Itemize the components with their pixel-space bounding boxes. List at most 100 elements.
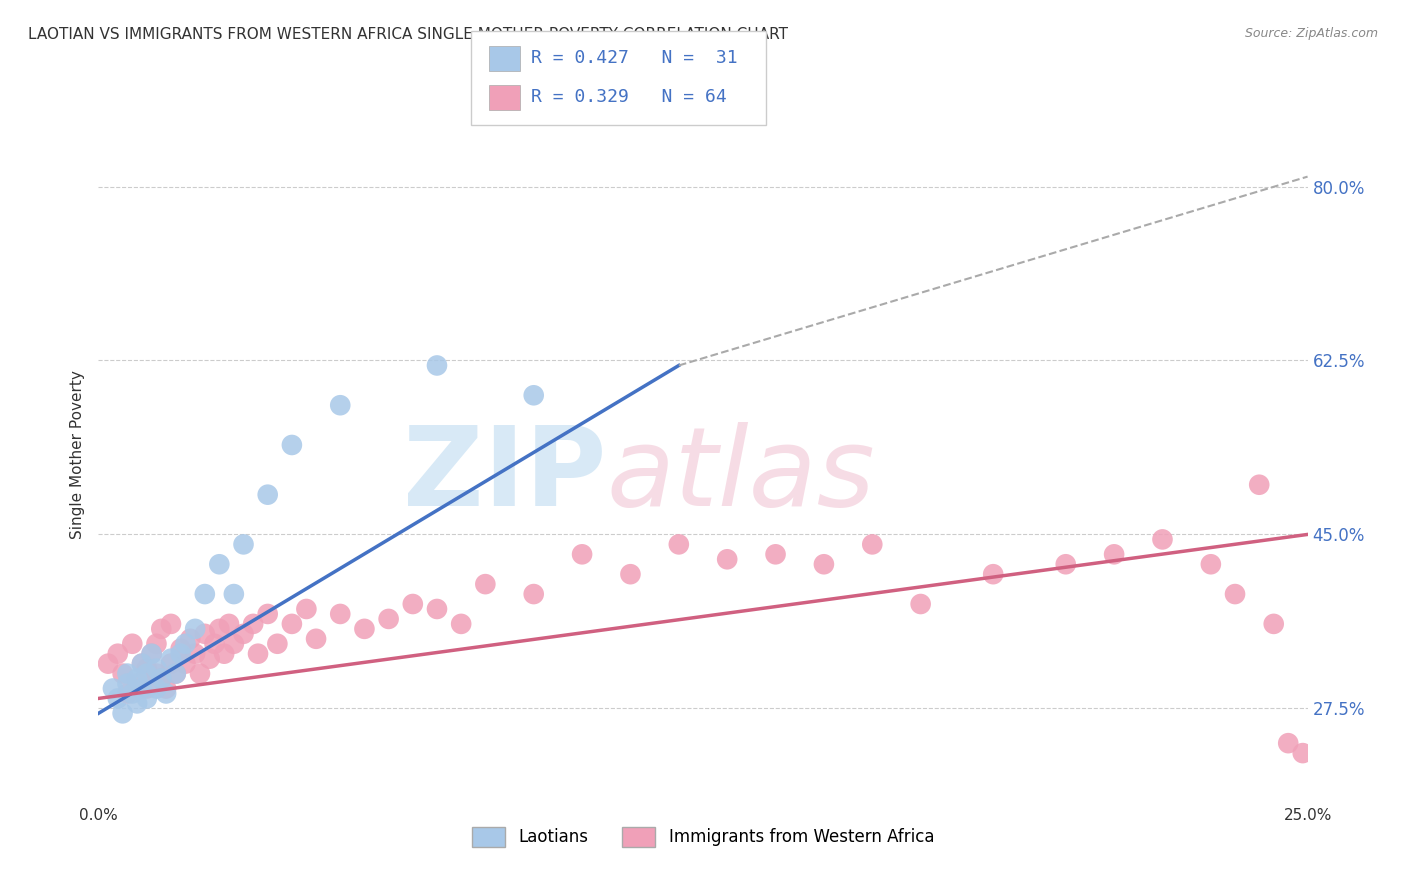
Point xyxy=(145,662,167,676)
Point xyxy=(218,616,240,631)
Point xyxy=(1199,558,1222,572)
Point xyxy=(1223,587,1246,601)
Point xyxy=(131,657,153,671)
Point xyxy=(150,622,173,636)
Point xyxy=(474,577,496,591)
Point xyxy=(107,691,129,706)
Point xyxy=(281,616,304,631)
Point xyxy=(160,616,183,631)
Point xyxy=(765,547,787,561)
Point xyxy=(523,587,546,601)
Point xyxy=(121,637,143,651)
Point xyxy=(150,672,173,686)
Point xyxy=(194,587,217,601)
Y-axis label: Single Mother Poverty: Single Mother Poverty xyxy=(69,370,84,540)
Point xyxy=(169,641,191,656)
Point xyxy=(222,637,245,651)
Point xyxy=(174,637,197,651)
Point xyxy=(121,686,143,700)
Point xyxy=(571,547,593,561)
Legend: Laotians, Immigrants from Western Africa: Laotians, Immigrants from Western Africa xyxy=(465,820,941,854)
Point xyxy=(135,662,157,676)
Text: atlas: atlas xyxy=(606,422,875,529)
Point xyxy=(668,537,690,551)
Point xyxy=(198,651,221,665)
Point xyxy=(127,697,149,711)
Text: R = 0.329   N = 64: R = 0.329 N = 64 xyxy=(531,88,727,106)
Point xyxy=(188,666,211,681)
Point xyxy=(179,632,201,646)
Point xyxy=(165,666,187,681)
Point xyxy=(256,607,278,621)
Point xyxy=(377,612,399,626)
Point xyxy=(981,567,1004,582)
Point xyxy=(353,622,375,636)
Point xyxy=(247,647,270,661)
Point xyxy=(523,388,546,402)
Point xyxy=(1102,547,1125,561)
Point xyxy=(145,681,167,696)
Point xyxy=(329,607,352,621)
Point xyxy=(281,438,304,452)
Point xyxy=(813,558,835,572)
Point xyxy=(135,691,157,706)
Point xyxy=(426,602,449,616)
Text: R = 0.427   N =  31: R = 0.427 N = 31 xyxy=(531,49,738,67)
Point xyxy=(160,657,183,671)
Point xyxy=(169,647,191,661)
Point xyxy=(135,666,157,681)
Point xyxy=(716,552,738,566)
Point xyxy=(266,637,288,651)
Point xyxy=(111,666,134,681)
Point xyxy=(155,681,177,696)
Point xyxy=(305,632,328,646)
Point xyxy=(107,647,129,661)
Point xyxy=(1249,477,1271,491)
Point xyxy=(1152,533,1174,547)
Point xyxy=(402,597,425,611)
Point xyxy=(619,567,641,582)
Point xyxy=(204,637,226,651)
Point xyxy=(184,647,207,661)
Point xyxy=(426,359,449,373)
Point xyxy=(860,537,883,551)
Point xyxy=(1277,736,1299,750)
Point xyxy=(145,637,167,651)
Point xyxy=(1263,616,1285,631)
Point xyxy=(117,666,139,681)
Point xyxy=(242,616,264,631)
Point xyxy=(127,672,149,686)
Point xyxy=(141,647,163,661)
Point xyxy=(212,647,235,661)
Point xyxy=(232,627,254,641)
Point xyxy=(135,681,157,696)
Point xyxy=(1292,746,1315,760)
Point xyxy=(450,616,472,631)
Point xyxy=(232,537,254,551)
Point xyxy=(329,398,352,412)
Point xyxy=(194,627,217,641)
Point xyxy=(155,686,177,700)
Text: LAOTIAN VS IMMIGRANTS FROM WESTERN AFRICA SINGLE MOTHER POVERTY CORRELATION CHAR: LAOTIAN VS IMMIGRANTS FROM WESTERN AFRIC… xyxy=(28,27,789,42)
Point xyxy=(160,651,183,665)
Point xyxy=(184,622,207,636)
Point xyxy=(131,681,153,696)
Point xyxy=(256,488,278,502)
Point xyxy=(101,681,124,696)
Point xyxy=(165,666,187,681)
Point xyxy=(97,657,120,671)
Text: ZIP: ZIP xyxy=(404,422,606,529)
Point xyxy=(1054,558,1077,572)
Point xyxy=(145,666,167,681)
Point xyxy=(141,647,163,661)
Point xyxy=(111,706,134,721)
Point xyxy=(174,657,197,671)
Point xyxy=(117,686,139,700)
Point xyxy=(208,622,231,636)
Point xyxy=(127,676,149,690)
Point xyxy=(222,587,245,601)
Point xyxy=(295,602,318,616)
Point xyxy=(131,657,153,671)
Point xyxy=(150,672,173,686)
Point xyxy=(910,597,932,611)
